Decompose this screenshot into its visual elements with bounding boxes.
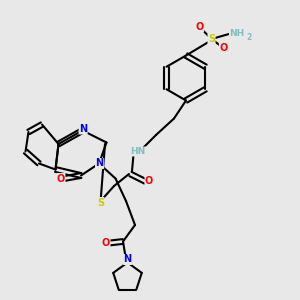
Text: HN: HN: [130, 147, 146, 156]
Text: N: N: [95, 158, 104, 169]
Text: NH: NH: [230, 28, 244, 38]
Text: O: O: [57, 173, 65, 184]
Text: S: S: [208, 34, 215, 44]
Text: S: S: [97, 197, 104, 208]
Text: O: O: [195, 22, 204, 32]
Text: N: N: [123, 254, 132, 265]
Text: O: O: [102, 238, 110, 248]
Text: 2: 2: [246, 33, 252, 42]
Text: O: O: [219, 43, 228, 53]
Text: O: O: [145, 176, 153, 187]
Text: N: N: [79, 124, 87, 134]
